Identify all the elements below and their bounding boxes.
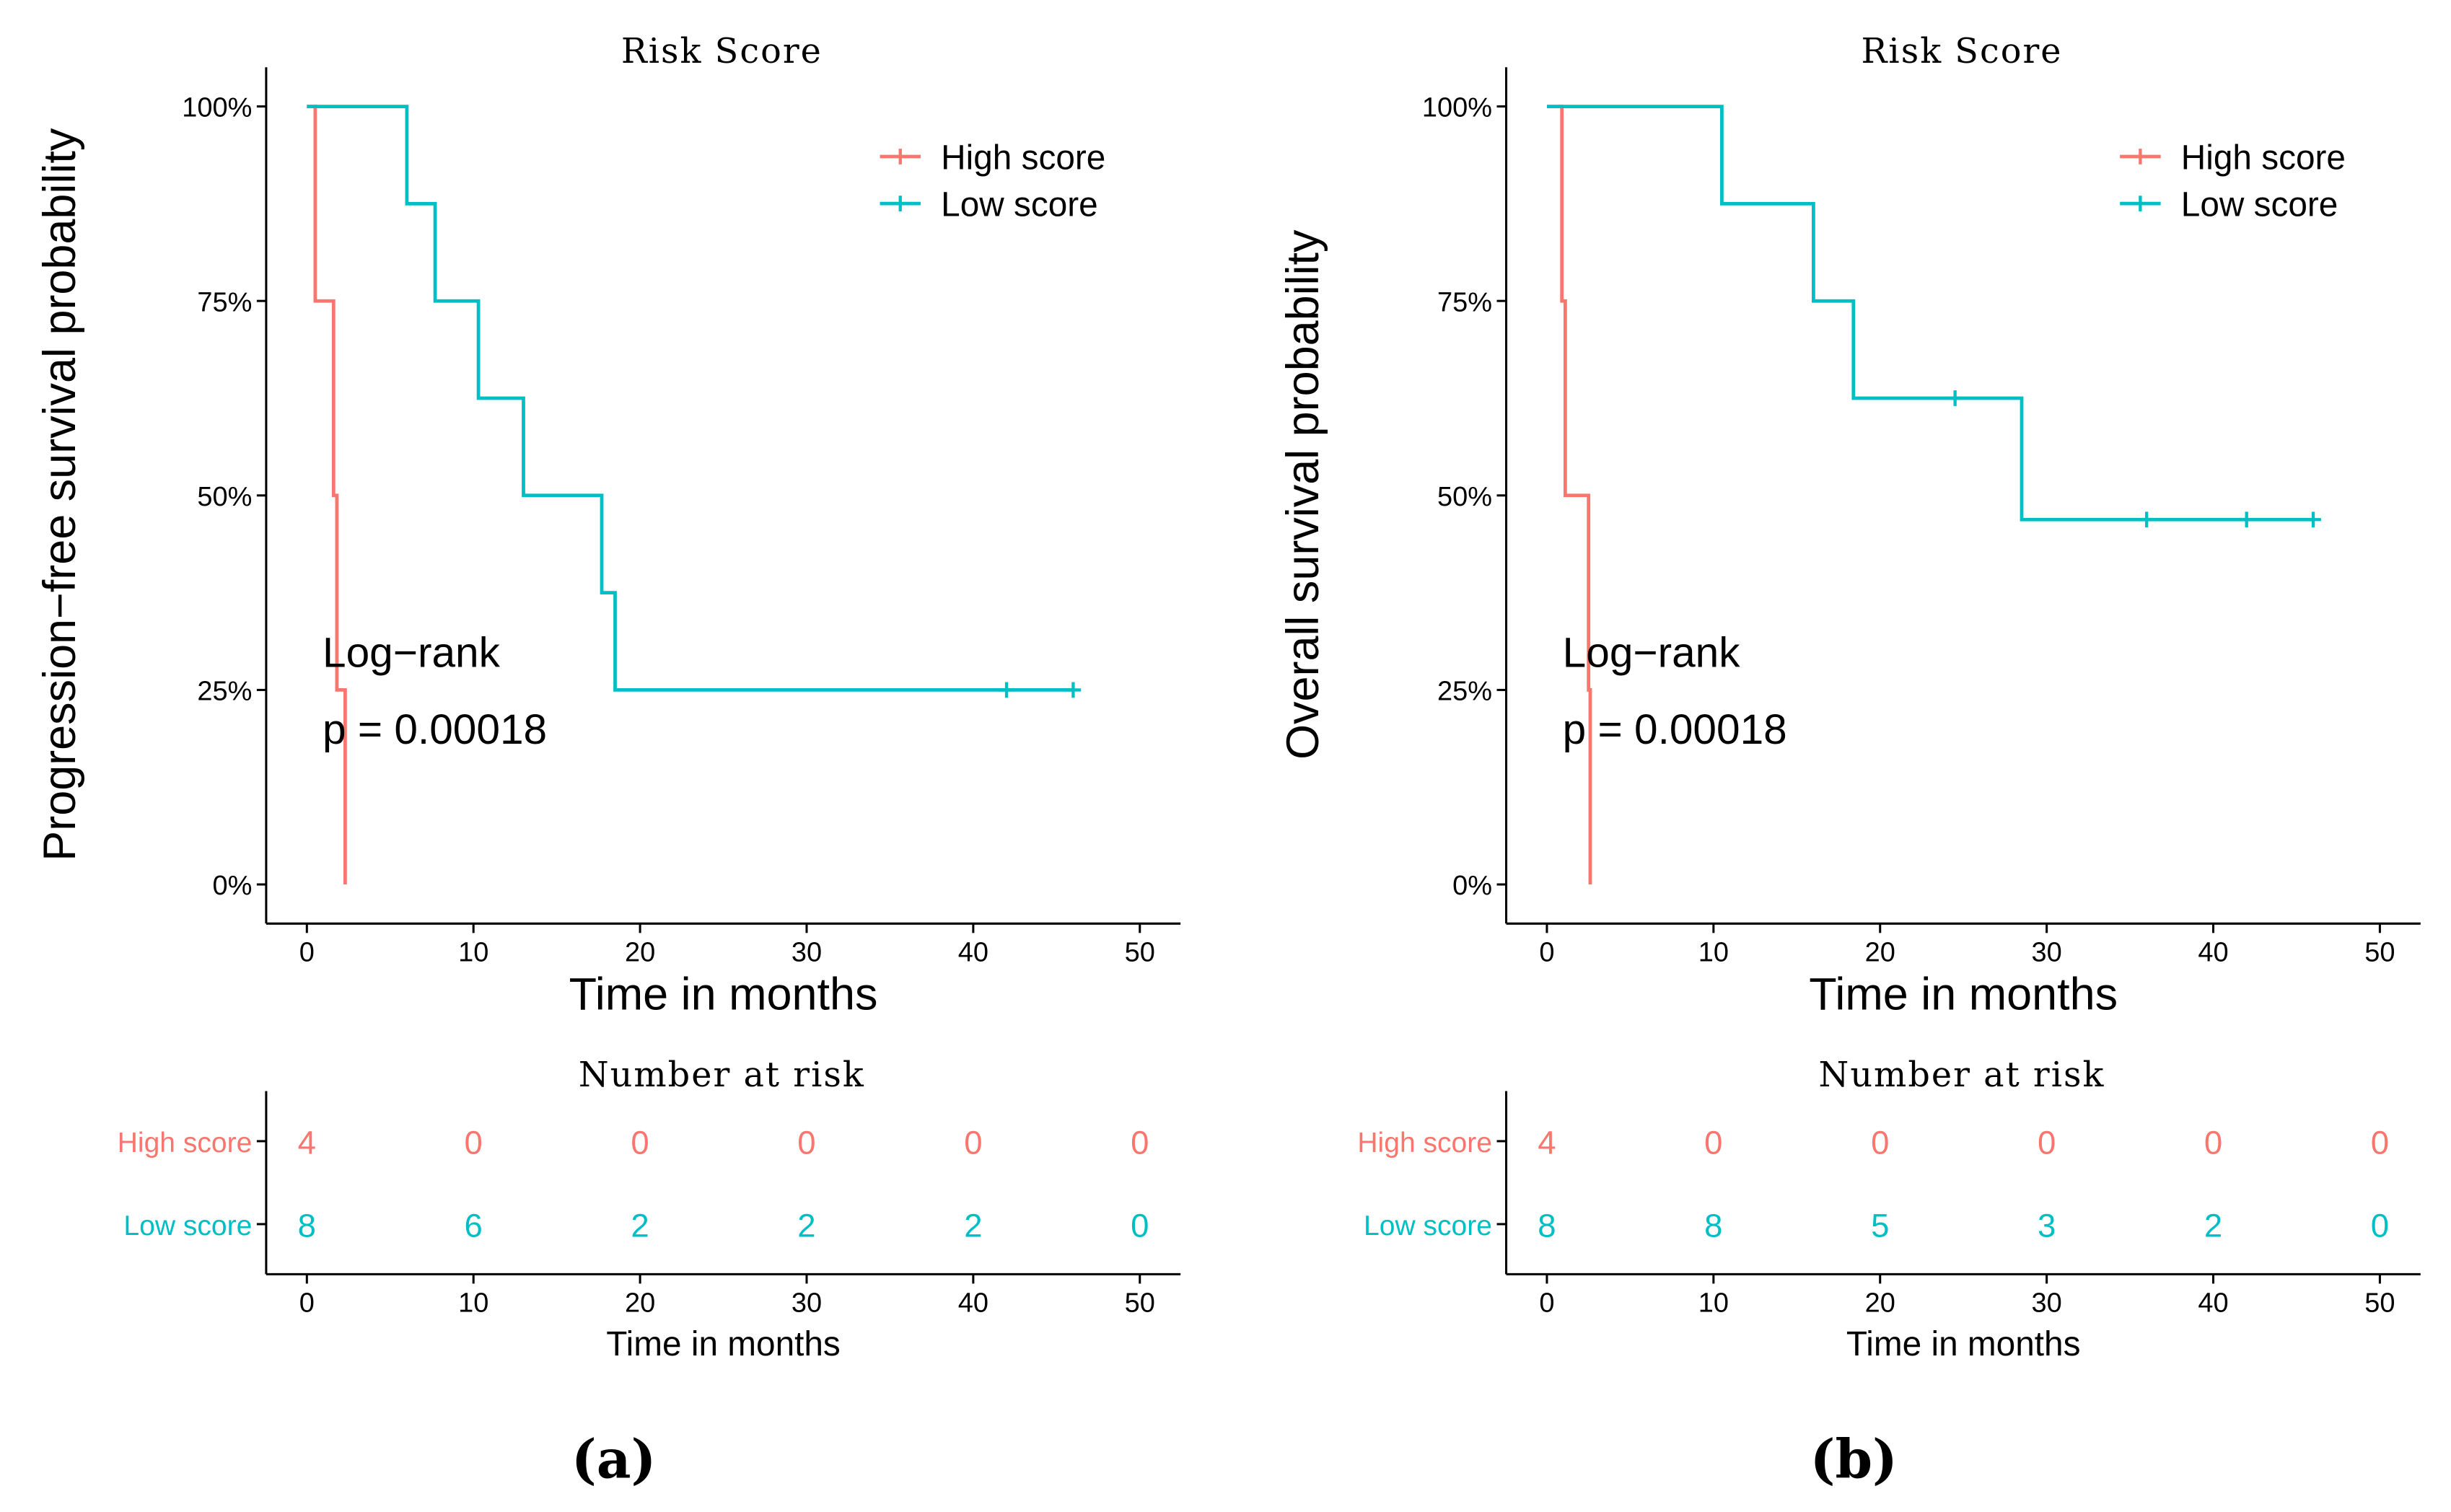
censor-mark [2305, 511, 2321, 528]
y-tick-label: 50% [1437, 482, 1492, 512]
panel-label: (a) [571, 1428, 657, 1490]
risk-count: 6 [465, 1207, 483, 1244]
risk-table-title: Number at risk [579, 1055, 865, 1095]
risk-count: 0 [631, 1124, 649, 1161]
chart-title: Risk Score [1861, 32, 2062, 71]
risk-count: 2 [964, 1207, 982, 1244]
y-axis-label: Overall survival probability [1278, 229, 1328, 760]
risk-x-tick-label: 40 [2198, 1288, 2228, 1318]
y-tick-label: 0% [212, 871, 252, 901]
risk-count: 0 [1871, 1124, 1889, 1161]
risk-count: 0 [964, 1124, 982, 1161]
y-axis-label: Progression−free survival probability [35, 128, 85, 861]
risk-x-tick-label: 20 [1865, 1288, 1895, 1318]
y-tick-label: 100% [1422, 93, 1492, 123]
x-tick-label: 50 [2364, 937, 2395, 967]
legend-label: High score [2181, 139, 2346, 177]
y-tick-label: 25% [197, 677, 252, 707]
x-tick-label: 10 [458, 937, 488, 967]
x-tick-label: 20 [625, 937, 655, 967]
low-score-curve [307, 105, 1074, 692]
risk-row-label: High score [1357, 1128, 1492, 1159]
risk-count: 2 [797, 1207, 815, 1244]
risk-x-tick-label: 40 [958, 1288, 988, 1318]
low-score-curve [1547, 105, 2313, 522]
risk-count: 0 [1131, 1207, 1149, 1244]
censor-mark [1947, 390, 1963, 406]
risk-count: 0 [2371, 1207, 2389, 1244]
x-tick-label: 30 [792, 937, 822, 967]
x-axis-label: Time in months [569, 970, 878, 1020]
y-tick-label: 75% [197, 287, 252, 317]
risk-table-xlabel: Time in months [606, 1325, 841, 1363]
risk-x-tick-label: 30 [2032, 1288, 2062, 1318]
risk-count: 2 [631, 1207, 649, 1244]
risk-table-xlabel: Time in months [1846, 1325, 2081, 1363]
censor-mark [2238, 511, 2255, 528]
logrank-label: Log−rank [323, 629, 501, 676]
x-tick-label: 20 [1865, 937, 1895, 967]
x-tick-label: 10 [1698, 937, 1729, 967]
x-tick-label: 40 [958, 937, 988, 967]
p-value-label: p = 0.00018 [1563, 706, 1787, 753]
logrank-label: Log−rank [1563, 629, 1741, 676]
risk-count: 0 [2204, 1124, 2222, 1161]
y-tick-label: 25% [1437, 677, 1492, 707]
x-tick-label: 50 [1125, 937, 1155, 967]
x-tick-label: 40 [2198, 937, 2228, 967]
risk-count: 8 [298, 1207, 316, 1244]
y-tick-label: 100% [182, 93, 252, 123]
risk-count: 8 [1538, 1207, 1556, 1244]
risk-count: 5 [1871, 1207, 1889, 1244]
risk-count: 0 [2038, 1124, 2056, 1161]
risk-row-label: High score [118, 1128, 253, 1159]
high-score-curve [307, 105, 347, 884]
risk-row-label: Low score [1364, 1210, 1492, 1241]
risk-count: 0 [2371, 1124, 2389, 1161]
risk-x-tick-label: 50 [1125, 1288, 1155, 1318]
risk-x-tick-label: 20 [625, 1288, 655, 1318]
risk-x-tick-label: 0 [299, 1288, 315, 1318]
high-score-curve [1547, 105, 1592, 884]
risk-row-label: Low score [123, 1210, 252, 1241]
risk-count: 0 [1704, 1124, 1722, 1161]
risk-count: 8 [1704, 1207, 1722, 1244]
censor-mark [999, 682, 1014, 698]
censor-mark [1065, 682, 1082, 698]
legend-label: High score [941, 139, 1105, 177]
chart-title: Risk Score [621, 32, 823, 71]
risk-x-tick-label: 10 [1698, 1288, 1729, 1318]
legend-label: Low score [2181, 185, 2338, 224]
x-axis-label: Time in months [1809, 970, 2118, 1020]
p-value-label: p = 0.00018 [323, 706, 547, 753]
y-tick-label: 0% [1452, 871, 1492, 901]
censor-mark [2139, 511, 2155, 528]
x-tick-label: 0 [299, 937, 315, 967]
risk-x-tick-label: 50 [2364, 1288, 2395, 1318]
risk-count: 0 [465, 1124, 483, 1161]
risk-count: 2 [2204, 1207, 2222, 1244]
y-tick-label: 50% [197, 482, 252, 512]
risk-x-tick-label: 10 [458, 1288, 488, 1318]
legend-label: Low score [941, 185, 1098, 224]
risk-x-tick-label: 30 [792, 1288, 822, 1318]
x-tick-label: 30 [2032, 937, 2062, 967]
x-tick-label: 0 [1539, 937, 1554, 967]
panel-label: (b) [1810, 1428, 1898, 1490]
y-tick-label: 75% [1437, 287, 1492, 317]
risk-x-tick-label: 0 [1539, 1288, 1554, 1318]
risk-count: 0 [797, 1124, 815, 1161]
risk-table-title: Number at risk [1819, 1055, 2105, 1095]
risk-count: 4 [1538, 1124, 1556, 1161]
risk-count: 4 [298, 1124, 316, 1161]
risk-count: 0 [1131, 1124, 1149, 1161]
risk-count: 3 [2038, 1207, 2056, 1244]
